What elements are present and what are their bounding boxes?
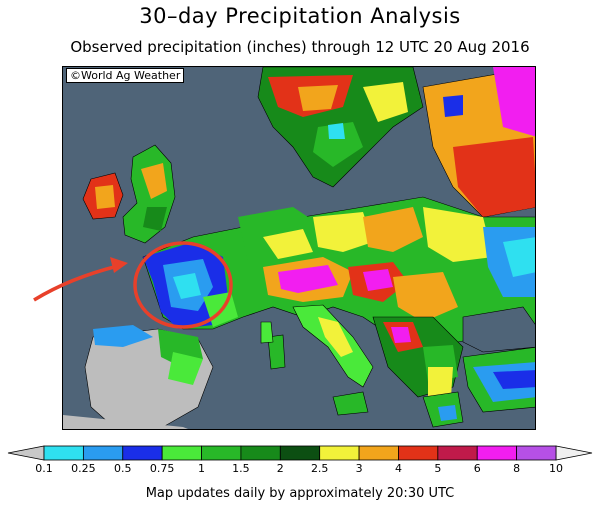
legend-tick-label: 0.5 <box>114 462 132 475</box>
legend-swatch <box>358 445 399 461</box>
legend-swatch <box>82 445 124 461</box>
legend-swatch <box>43 445 84 461</box>
legend-swatch <box>516 445 557 461</box>
legend-swatch <box>319 445 360 461</box>
legend-tick-label: 8 <box>513 462 521 475</box>
legend-tick-label: 0.75 <box>149 462 175 475</box>
legend-tick-label: 10 <box>549 462 563 475</box>
legend-tick-label: 2 <box>276 462 284 475</box>
map-title: 30–day Precipitation Analysis <box>139 4 461 28</box>
legend-tick-label: 0.25 <box>71 462 96 475</box>
legend-tick-label: 5 <box>434 462 442 475</box>
legend-swatch <box>398 445 439 461</box>
legend-below-arrow <box>7 445 45 461</box>
legend-swatch <box>122 445 163 461</box>
update-note: Map updates daily by approximately 20:30… <box>145 486 455 501</box>
legend-tick-label: 1.5 <box>232 462 250 475</box>
copyright-label: ©World Ag Weather <box>66 68 185 83</box>
legend-tick-label: 3 <box>355 462 363 475</box>
legend-swatch <box>437 445 478 461</box>
precipitation-map <box>62 66 536 430</box>
legend-swatch <box>161 445 202 461</box>
legend-tick-label: 2.5 <box>310 462 329 475</box>
legend-swatch <box>279 445 321 461</box>
legend-above-arrow <box>555 445 593 461</box>
legend-tick-label: 1 <box>198 462 206 475</box>
legend-swatch <box>476 445 518 461</box>
legend-tick-label: 4 <box>394 462 402 475</box>
legend-tick-label: 6 <box>473 462 481 475</box>
legend-swatch <box>201 445 242 461</box>
legend-swatch <box>240 445 281 461</box>
precipitation-legend <box>7 445 593 461</box>
europe-map-graphic <box>63 67 535 429</box>
map-subtitle: Observed precipitation (inches) through … <box>70 38 530 56</box>
legend-tick-label: 0.1 <box>35 462 53 475</box>
